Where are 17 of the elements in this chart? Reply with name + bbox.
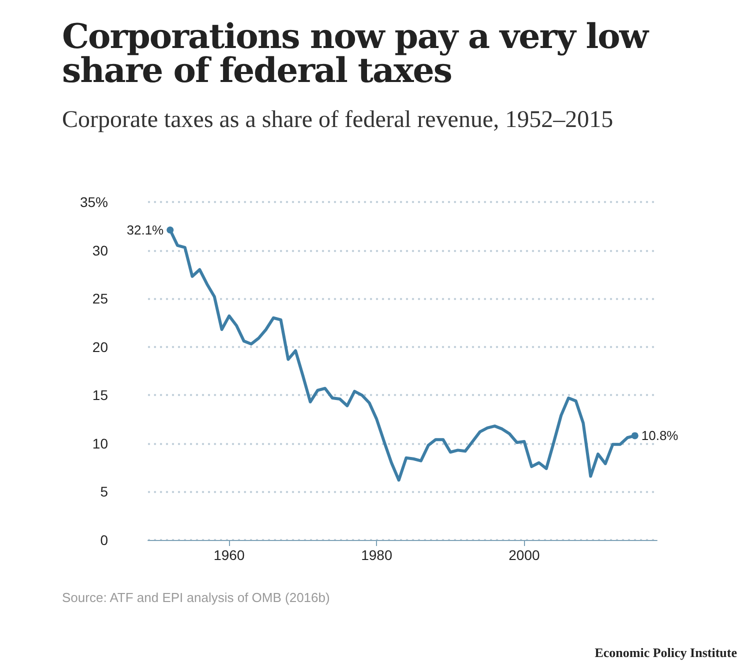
chart-subtitle: Corporate taxes as a share of federal revenue, 1952–2015 [62, 106, 614, 134]
x-tick-label: 2000 [508, 547, 540, 563]
text: Economic Policy Institute [594, 645, 737, 661]
y-tick-label: 20 [92, 338, 108, 355]
source-note: Source: ATF and EPI analysis of OMB (2016b) [62, 590, 330, 605]
y-tick-label: 10 [92, 435, 108, 452]
x-tick-label: 1960 [214, 547, 245, 563]
y-tick-label: 35% [80, 194, 108, 210]
y-tick-label: 30 [92, 242, 108, 258]
y-tick-label: 15 [92, 387, 108, 404]
data-label: 10.8% [641, 428, 679, 444]
x-tick-label: 1980 [361, 547, 392, 563]
chart-title: Corporations now pay a very low share of federal taxes [62, 17, 650, 91]
y-tick-label: 25 [92, 290, 108, 307]
data-label: 32.1% [126, 222, 164, 238]
y-tick-label: 5 [100, 484, 108, 500]
y-tick-label: 0 [100, 532, 108, 548]
